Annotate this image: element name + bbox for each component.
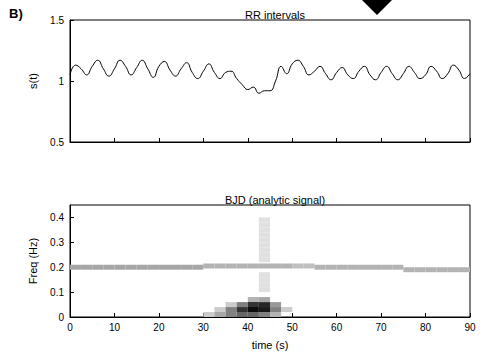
svg-text:10: 10 — [109, 322, 121, 333]
svg-text:90: 90 — [464, 322, 476, 333]
svg-text:0: 0 — [58, 312, 64, 323]
svg-text:0: 0 — [67, 322, 73, 333]
svg-text:0.2: 0.2 — [50, 262, 64, 273]
svg-text:0.4: 0.4 — [50, 212, 64, 223]
svg-text:20: 20 — [153, 322, 165, 333]
svg-text:s(t): s(t) — [27, 73, 39, 89]
svg-text:0.1: 0.1 — [50, 287, 64, 298]
svg-text:80: 80 — [420, 322, 432, 333]
svg-text:BJD (analytic signal): BJD (analytic signal) — [225, 194, 325, 206]
svg-text:Freq (Hz): Freq (Hz) — [27, 238, 39, 284]
svg-text:30: 30 — [198, 322, 210, 333]
svg-text:70: 70 — [376, 322, 388, 333]
svg-text:0.5: 0.5 — [50, 137, 64, 148]
svg-text:0.3: 0.3 — [50, 237, 64, 248]
svg-text:1: 1 — [58, 76, 64, 87]
svg-text:RR intervals: RR intervals — [245, 9, 305, 21]
svg-text:60: 60 — [331, 322, 343, 333]
svg-text:B): B) — [9, 6, 23, 21]
svg-text:40: 40 — [242, 322, 254, 333]
svg-text:50: 50 — [287, 322, 299, 333]
svg-text:time (s): time (s) — [252, 339, 289, 351]
svg-text:1.5: 1.5 — [50, 15, 64, 26]
